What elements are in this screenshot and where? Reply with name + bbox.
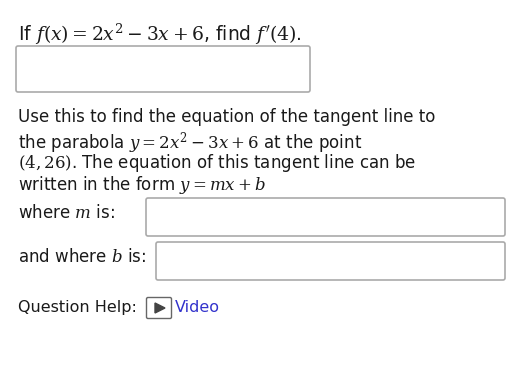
Text: Video: Video — [175, 300, 220, 315]
FancyBboxPatch shape — [16, 46, 310, 92]
Text: where $m$ is:: where $m$ is: — [18, 204, 115, 222]
Text: and where $b$ is:: and where $b$ is: — [18, 248, 146, 266]
FancyBboxPatch shape — [146, 198, 505, 236]
Text: written in the form $y = mx + b$: written in the form $y = mx + b$ — [18, 174, 266, 196]
Text: Use this to find the equation of the tangent line to: Use this to find the equation of the tan… — [18, 108, 435, 126]
FancyBboxPatch shape — [156, 242, 505, 280]
FancyBboxPatch shape — [147, 297, 172, 318]
Text: the parabola $y = 2x^2 - 3x + 6$ at the point: the parabola $y = 2x^2 - 3x + 6$ at the … — [18, 130, 362, 156]
Text: $(4, 26)$. The equation of this tangent line can be: $(4, 26)$. The equation of this tangent … — [18, 152, 416, 174]
Text: Question Help:: Question Help: — [18, 300, 137, 315]
Polygon shape — [155, 303, 165, 313]
Text: If $f(x) = 2x^2 - 3x + 6$, find $f'(4)$.: If $f(x) = 2x^2 - 3x + 6$, find $f'(4)$. — [18, 22, 302, 47]
